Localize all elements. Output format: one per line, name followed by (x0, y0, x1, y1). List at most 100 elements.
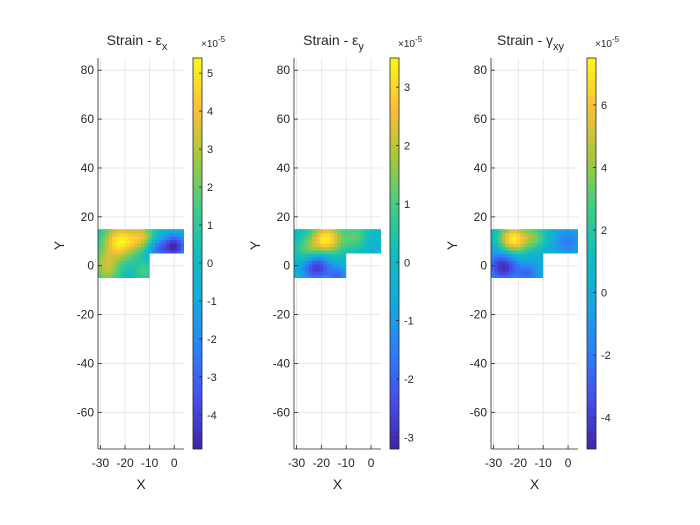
heatmap-cell (323, 239, 328, 244)
colorbar-tick-label: 0 (404, 257, 410, 269)
colorbar-tick-label: -3 (404, 432, 414, 444)
heatmap-cell (294, 229, 299, 234)
heatmap-cell (520, 232, 525, 237)
heatmap-cell (501, 274, 507, 278)
heatmap-cell (308, 232, 313, 237)
heatmap-cell (108, 263, 113, 269)
heatmap-cell (326, 250, 331, 255)
heatmap-cell (523, 232, 528, 237)
heatmap-cell (370, 229, 375, 234)
heatmap-cell (304, 236, 310, 241)
heatmap-cell (141, 236, 146, 241)
heatmap-cell (323, 270, 328, 276)
heatmap-cell (341, 246, 346, 251)
heatmap-cell (101, 246, 106, 251)
heatmap-cell (301, 263, 306, 269)
heatmap-cell (319, 229, 324, 234)
heatmap-cell (144, 243, 149, 248)
heatmap-cell (98, 256, 103, 262)
heatmap-cell (501, 229, 507, 234)
heatmap-cell (130, 274, 135, 278)
heatmap-cell (505, 263, 510, 269)
heatmap-cell (115, 239, 121, 244)
heatmap-cell (516, 229, 521, 234)
colorbar-tick-label: -3 (207, 372, 217, 384)
heatmap-cell (112, 263, 117, 269)
x-tick-label: -30 (485, 456, 503, 470)
heatmap-cell (344, 243, 349, 248)
heatmap-cell (538, 267, 543, 272)
heatmap-cell (491, 270, 496, 276)
heatmap-cell (112, 236, 117, 241)
heatmap-cell (301, 250, 306, 255)
heatmap-cell (308, 253, 313, 258)
heatmap-cell (326, 246, 331, 251)
heatmap-cell (505, 256, 510, 262)
heatmap-cell (512, 239, 517, 244)
heatmap-cell (326, 253, 331, 258)
heatmap-cell (359, 239, 364, 244)
heatmap-cell (333, 250, 339, 255)
heatmap-cell (563, 243, 568, 248)
heatmap-cell (112, 239, 117, 244)
heatmap-cell (530, 232, 536, 237)
heatmap-cell (130, 246, 135, 251)
heatmap-cell (323, 263, 328, 269)
heatmap-cell (312, 256, 317, 262)
heatmap-cell (101, 270, 106, 276)
heatmap-cell (527, 256, 532, 262)
heatmap-cell (126, 243, 131, 248)
heatmap-cell (359, 246, 364, 251)
heatmap-cell (326, 232, 331, 237)
heatmap-cell (341, 243, 346, 248)
heatmap-cell (301, 267, 306, 272)
colorbar-tick-label: 6 (601, 100, 607, 112)
x-tick-label: -20 (313, 456, 331, 470)
heatmap-cell (373, 243, 378, 248)
heatmap-cell (98, 246, 103, 251)
heatmap-cell (326, 239, 331, 244)
heatmap-cell (98, 239, 103, 244)
heatmap-cell (370, 232, 375, 237)
heatmap-cell (119, 274, 124, 278)
heatmap-cell (494, 229, 499, 234)
heatmap-cell (301, 239, 306, 244)
heatmap-cell (494, 239, 499, 244)
heatmap-cell (549, 243, 554, 248)
heatmap-cell (112, 260, 117, 265)
colorbar-tick-label: -1 (404, 316, 414, 328)
heatmap-cell (377, 239, 381, 244)
heatmap-cell (166, 250, 171, 255)
heatmap-cell (180, 246, 184, 251)
heatmap-cell (297, 250, 302, 255)
heatmap-cell (319, 239, 324, 244)
heatmap-cell (505, 232, 510, 237)
heatmap-cell (169, 250, 174, 255)
heatmap-cell (137, 243, 142, 248)
heatmap-cell (312, 236, 317, 241)
heatmap-cell (333, 239, 339, 244)
heatmap-cell (326, 267, 331, 272)
heatmap-cell (315, 236, 320, 241)
heatmap-cell (151, 250, 156, 255)
heatmap-cell (297, 243, 302, 248)
heatmap-cell (491, 232, 496, 237)
heatmap-cell (567, 239, 572, 244)
heatmap-cell (304, 229, 310, 234)
y-axis-label: Y (51, 240, 67, 250)
heatmap-cell (341, 256, 346, 262)
heatmap-cell (176, 232, 182, 237)
heatmap-cell (312, 253, 317, 258)
y-axis-label: Y (444, 240, 460, 250)
heatmap-cell (158, 243, 164, 248)
heatmap-cell (344, 236, 349, 241)
heatmap-cell (312, 270, 317, 276)
heatmap-cell (534, 243, 539, 248)
colorbar (192, 57, 203, 450)
heatmap-cell (348, 232, 353, 237)
heatmap-cell (315, 246, 320, 251)
heatmap-cell (337, 270, 342, 276)
heatmap-cell (98, 232, 103, 237)
heatmap-cell (498, 253, 503, 258)
chart-title: Strain - γxy (497, 32, 565, 53)
